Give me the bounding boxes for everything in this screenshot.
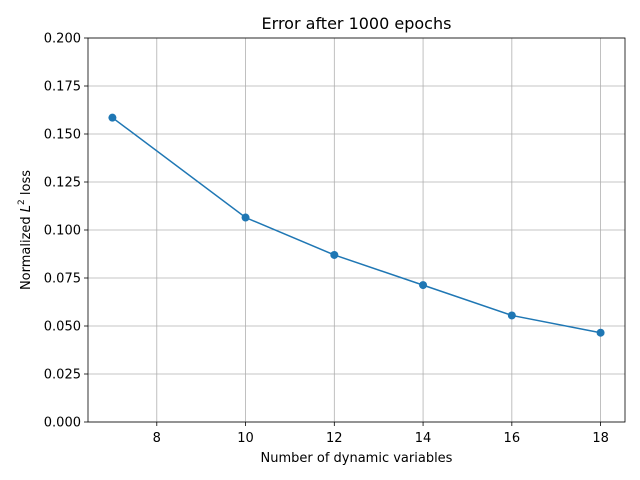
y-tick-label: 0.025 [44,368,81,383]
data-point [241,213,250,222]
y-tick-label: 0.150 [44,128,81,143]
y-axis-label-symbol: L [19,205,34,212]
data-point [507,311,516,320]
tick-labels: 8 10 12 14 16 18 0.000 0.025 0.050 0.075 0.100 0.12… [44,32,609,447]
y-tick-label: 0.100 [44,224,81,239]
y-tick-label: 0.000 [44,416,81,431]
x-tick-label: 8 [153,431,161,446]
x-tick-label: 16 [504,431,521,446]
y-tick-label: 0.200 [44,32,81,47]
y-tick-label: 0.175 [44,80,81,95]
data-point [596,328,605,337]
plot-frame [87,37,626,423]
data-point [330,250,339,259]
x-tick-label: 18 [592,431,609,446]
chart-title: Error after 1000 epochs [262,14,452,33]
x-tick-label: 10 [237,431,254,446]
data-series [108,113,605,337]
x-tick-label: 12 [326,431,343,446]
x-tick-label: 14 [415,431,432,446]
series-line [111,117,601,334]
y-axis-label-sup: 2 [17,199,27,205]
data-point [108,113,117,122]
grid-lines [88,37,625,423]
y-tick-label: 0.050 [44,320,81,335]
x-axis-label: Number of dynamic variables [261,451,453,466]
data-point [419,281,428,290]
y-tick-label: 0.125 [44,176,81,191]
axis-ticks [84,37,601,426]
y-axis-label-suffix: loss [19,170,34,199]
y-axis-label-prefix: Normalized [19,212,34,290]
y-axis-label: Normalized L2 loss [17,170,34,290]
y-tick-label: 0.075 [44,272,81,287]
